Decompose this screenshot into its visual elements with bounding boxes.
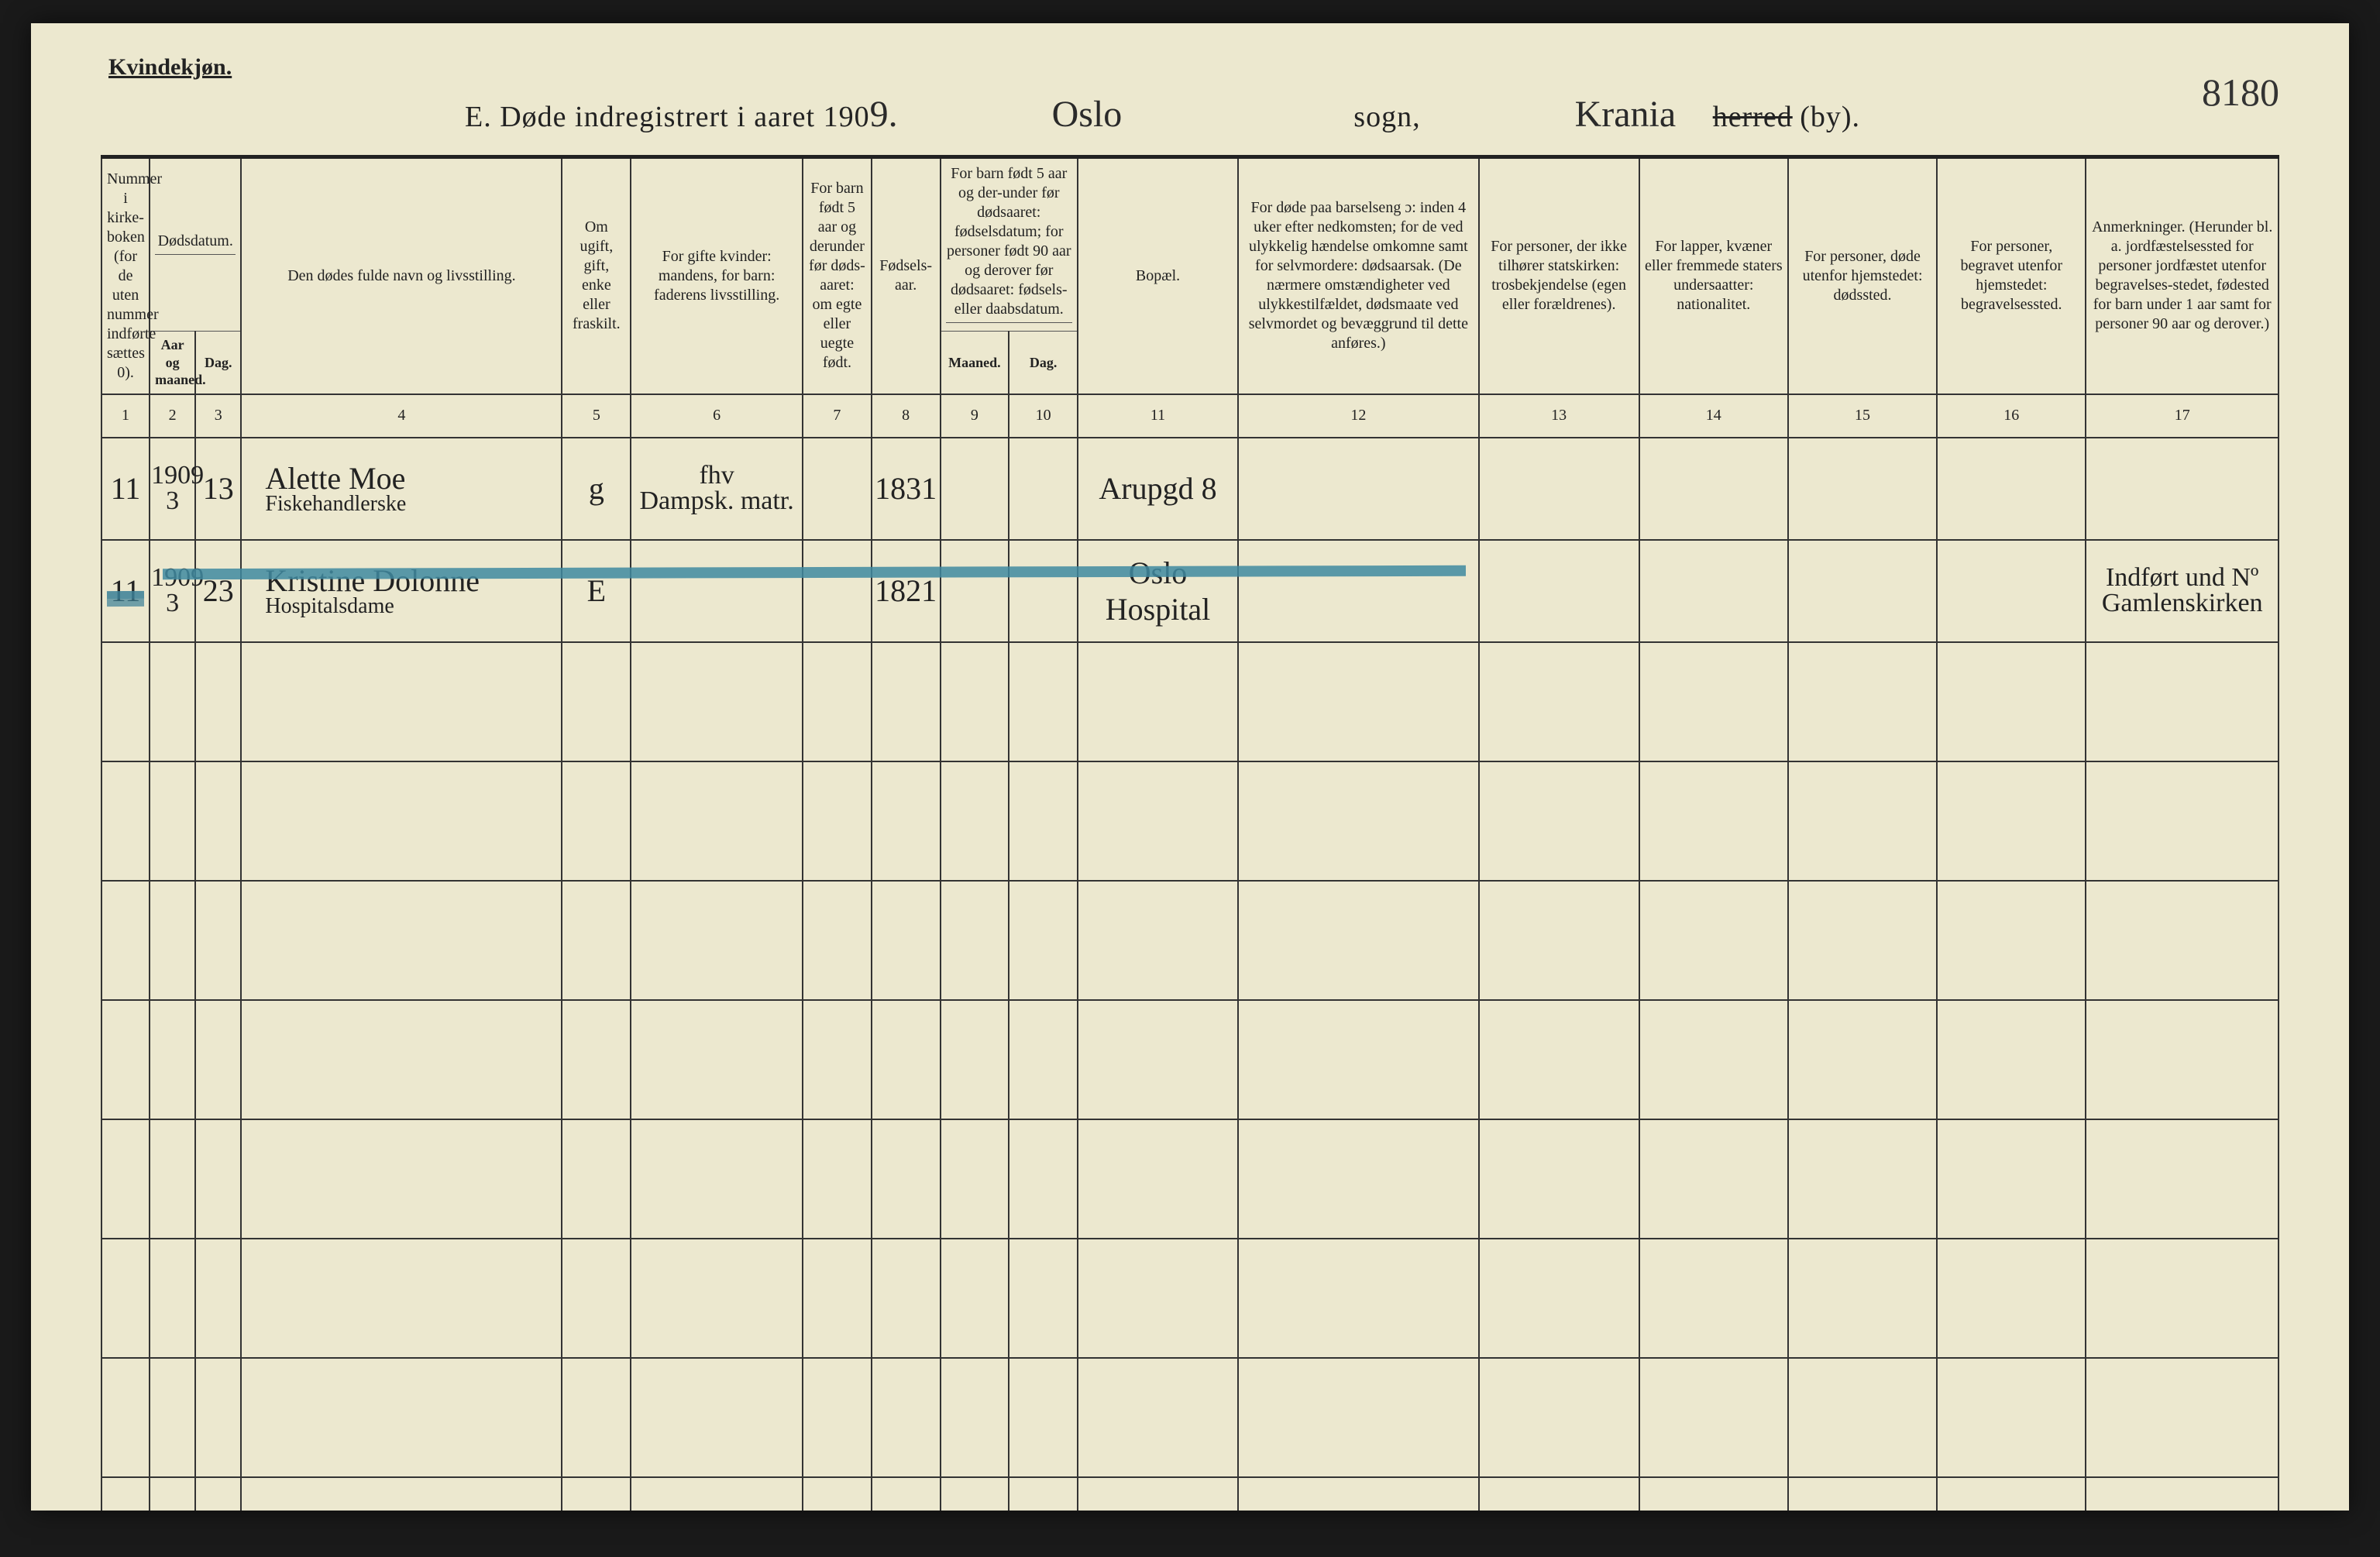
ledger-row-blank [101,1000,2279,1119]
coln-6: 6 [631,394,803,438]
row-year-month: 19093 [150,540,195,642]
coln-2: 2 [150,394,195,438]
row-day: 13 [195,438,241,540]
coln-10: 10 [1009,394,1078,438]
col-4-header: Den dødes fulde navn og livsstilling. [241,159,562,394]
col-9-10-group-header: For barn født 5 aar og der-under før død… [941,159,1078,332]
coln-12: 12 [1238,394,1479,438]
sogn-hand: Oslo [1052,93,1123,136]
row-spouse-occ [631,540,803,642]
row-year-month: 19093 [150,438,195,540]
row-day: 23 [195,540,241,642]
col-14-header: For lapper, kvæner eller fremmede stater… [1639,159,1788,394]
col-9-subheader: Maaned. [941,332,1009,394]
ledger-row-blank [101,1477,2279,1511]
col-17-header: Anmerkninger. (Herunder bl. a. jordfæste… [2086,159,2279,394]
row-deathplace [1788,438,1937,540]
row-faith [1479,540,1639,642]
row-nationality [1639,438,1788,540]
row-legit [803,438,872,540]
row-birthday [1009,438,1078,540]
col-16-header: For personer, begravet utenfor hjemstede… [1937,159,2086,394]
page: Kvindekjøn. 8180 E. Døde indregistrert i… [31,23,2349,1511]
coln-13: 13 [1479,394,1639,438]
col-5-header: Om ugift, gift, enke eller fraskilt. [562,159,631,394]
row-residence: Oslo Hospital [1078,540,1238,642]
col-12-header: For døde paa barselseng ɔ: inden 4 uker … [1238,159,1479,394]
col-15-header: For personer, døde utenfor hjemstedet: d… [1788,159,1937,394]
row-spouse-occ: fhvDampsk. matr. [631,438,803,540]
ledger-row-blank [101,1358,2279,1477]
coln-1: 1 [101,394,150,438]
coln-14: 14 [1639,394,1788,438]
row-birthmonth [941,540,1009,642]
coln-11: 11 [1078,394,1238,438]
ledger-row: 11 19093 13 Alette Moe Fiskehandlerske g… [101,438,2279,540]
ledger-row-blank [101,761,2279,881]
coln-15: 15 [1788,394,1937,438]
row-birthyear: 1821 [872,540,941,642]
row-birthday [1009,540,1078,642]
row-nationality [1639,540,1788,642]
row-deathplace [1788,540,1937,642]
row-number: 11 [101,540,150,642]
row-remarks [2086,438,2279,540]
coln-8: 8 [872,394,941,438]
row-cause [1238,540,1479,642]
col-11-header: Bopæl. [1078,159,1238,394]
row-number: 11 [101,438,150,540]
row-remarks: Indført und NºGamlenskirken [2086,540,2279,642]
col-10-subheader: Dag. [1009,332,1078,394]
row-residence: Arupgd 8 [1078,438,1238,540]
row-marital: g [562,438,631,540]
gender-heading: Kvindekjøn. [108,54,232,81]
title-static: E. Døde indregistrert i aaret 190 [465,101,870,133]
row-name: Kristine Dolonne Hospitalsdame [241,540,562,642]
col-8-header: Fødsels-aar. [872,159,941,394]
row-faith [1479,438,1639,540]
row-birthyear: 1831 [872,438,941,540]
coln-9: 9 [941,394,1009,438]
coln-17: 17 [2086,394,2279,438]
ledger-row: 11 19093 23 Kristine Dolonne Hospitalsda… [101,540,2279,642]
col-6-header: For gifte kvinder: mandens, for barn: fa… [631,159,803,394]
row-name: Alette Moe Fiskehandlerske [241,438,562,540]
coln-4: 4 [241,394,562,438]
row-legit [803,540,872,642]
ledger-row-blank [101,881,2279,1000]
ledger-row-blank [101,1119,2279,1239]
row-burialplace [1937,540,2086,642]
ledger-row-blank [101,642,2279,761]
row-marital: E [562,540,631,642]
coln-16: 16 [1937,394,2086,438]
coln-3: 3 [195,394,241,438]
herred-struck: herred [1713,101,1793,133]
by-label: (by). [1800,101,1860,133]
coln-5: 5 [562,394,631,438]
row-cause [1238,438,1479,540]
column-header-table: Nummer i kirke-boken (for de uten nummer… [101,159,2279,438]
col-13-header: For personer, der ikke tilhører statskir… [1479,159,1639,394]
col-1-header: Nummer i kirke-boken (for de uten nummer… [101,159,150,394]
form-title: E. Døde indregistrert i aaret 1909. Oslo… [31,93,2349,136]
row-birthmonth [941,438,1009,540]
row-burialplace [1937,438,2086,540]
ledger-body-table: 11 19093 13 Alette Moe Fiskehandlerske g… [101,438,2279,1511]
herred-hand: Krania [1575,93,1677,136]
sogn-label: sogn, [1353,101,1420,133]
ledger-row-blank [101,1239,2279,1358]
col-7-header: For barn født 5 aar og derunder før døds… [803,159,872,394]
title-year-hand: 9. [870,93,898,136]
ledger-sheet: Nummer i kirke-boken (for de uten nummer… [101,155,2279,1480]
col-2-3-group-header: Dødsdatum. [150,159,241,332]
column-number-row: 1 2 3 4 5 6 7 8 9 10 11 12 13 14 15 16 1… [101,394,2279,438]
coln-7: 7 [803,394,872,438]
col-2-subheader: Aar og maaned. [150,332,195,394]
